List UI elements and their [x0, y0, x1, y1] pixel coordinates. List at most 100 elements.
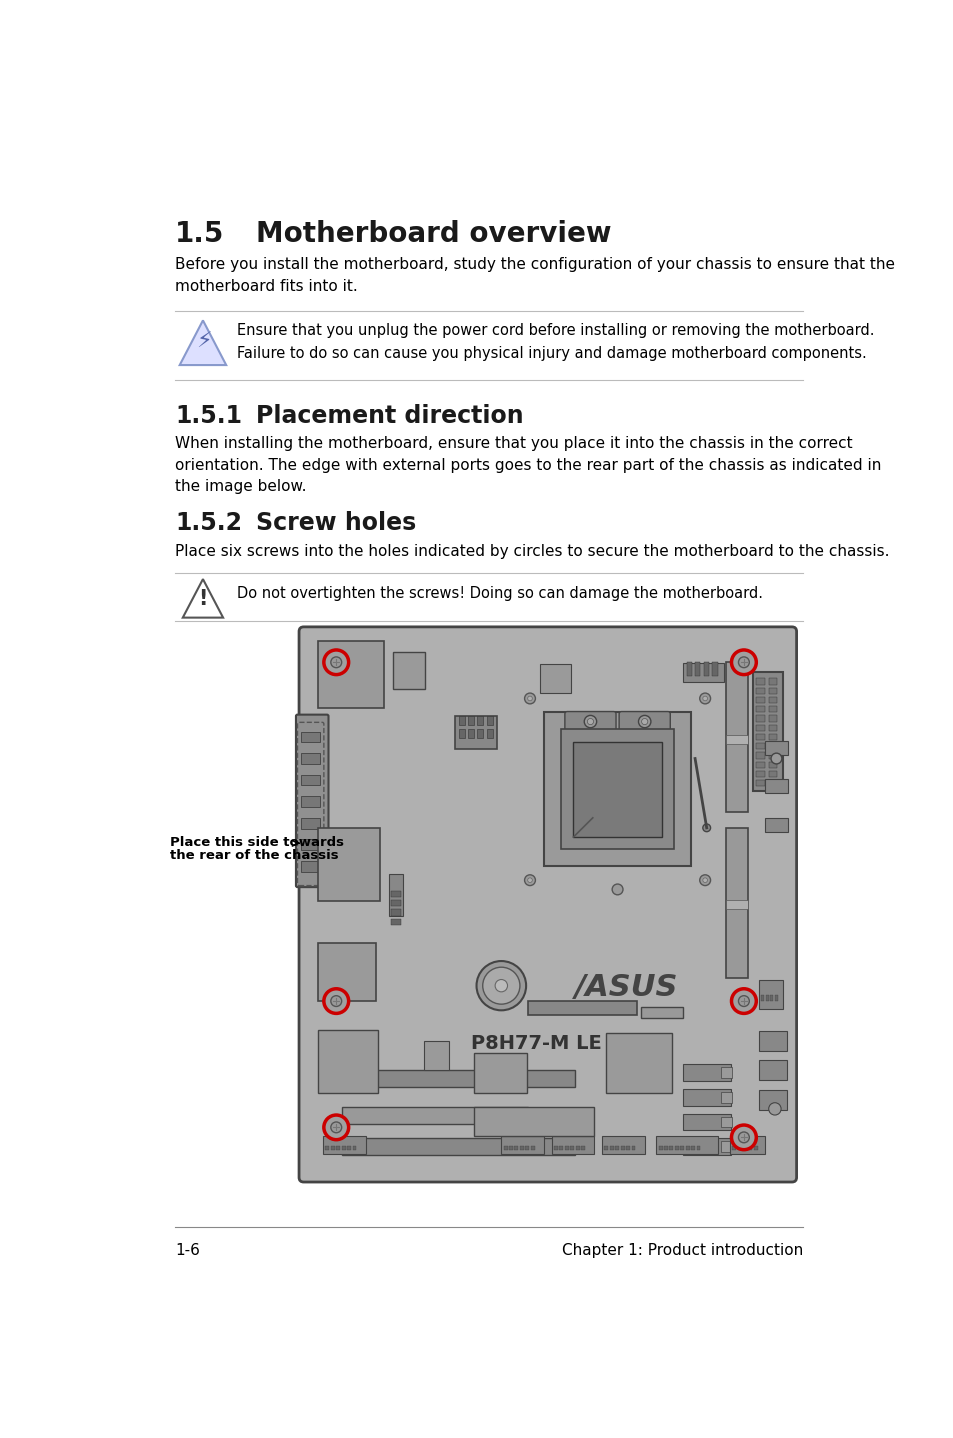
- Bar: [768, 762, 777, 768]
- Bar: [756, 697, 764, 703]
- Bar: [486, 716, 493, 725]
- Bar: [573, 742, 661, 837]
- Bar: [301, 861, 319, 871]
- Bar: [729, 1136, 764, 1155]
- Text: Screw holes: Screw holes: [256, 512, 416, 535]
- Bar: [756, 725, 764, 731]
- Bar: [682, 1113, 731, 1130]
- Bar: [580, 1146, 584, 1150]
- Bar: [468, 716, 474, 725]
- Text: Before you install the motherboard, study the configuration of your chassis to e: Before you install the motherboard, stud…: [174, 257, 894, 293]
- Circle shape: [638, 716, 650, 728]
- Text: Ensure that you unplug the power cord before installing or removing the motherbo: Ensure that you unplug the power cord be…: [236, 324, 874, 361]
- Text: Placement direction: Placement direction: [256, 404, 523, 427]
- Circle shape: [738, 657, 748, 667]
- Text: 1.5: 1.5: [174, 220, 224, 249]
- Bar: [737, 1146, 740, 1150]
- Bar: [732, 1146, 736, 1150]
- Circle shape: [612, 884, 622, 894]
- Bar: [458, 729, 464, 738]
- Bar: [656, 1136, 718, 1155]
- Bar: [509, 1146, 513, 1150]
- Circle shape: [641, 719, 647, 725]
- Bar: [486, 729, 493, 738]
- Text: Place six screws into the holes indicated by circles to secure the motherboard t: Place six screws into the holes indicate…: [174, 544, 888, 559]
- Bar: [615, 1146, 618, 1150]
- Bar: [725, 735, 747, 743]
- Bar: [768, 771, 777, 777]
- Bar: [760, 995, 763, 1001]
- Bar: [720, 1067, 731, 1078]
- Text: Do not overtighten the screws! Doing so can damage the motherboard.: Do not overtighten the screws! Doing so …: [236, 587, 762, 601]
- Circle shape: [738, 995, 748, 1007]
- Bar: [768, 743, 777, 749]
- Bar: [601, 1136, 644, 1155]
- Bar: [759, 1060, 786, 1080]
- Bar: [658, 1146, 661, 1150]
- Bar: [609, 1146, 613, 1150]
- Bar: [564, 1146, 568, 1150]
- Text: /ASUS: /ASUS: [575, 972, 678, 1002]
- Circle shape: [331, 995, 341, 1007]
- Text: the rear of the chassis: the rear of the chassis: [170, 848, 338, 861]
- Bar: [768, 716, 777, 722]
- Bar: [551, 1136, 594, 1155]
- Bar: [720, 1091, 731, 1103]
- Bar: [742, 1146, 746, 1150]
- Circle shape: [323, 649, 349, 676]
- Bar: [503, 1146, 507, 1150]
- Bar: [468, 729, 474, 738]
- Bar: [686, 663, 691, 676]
- Bar: [317, 943, 375, 1001]
- Bar: [558, 1146, 562, 1150]
- Bar: [769, 995, 773, 1001]
- Circle shape: [476, 961, 525, 1011]
- Bar: [640, 1007, 682, 1018]
- Bar: [341, 1146, 345, 1150]
- Circle shape: [323, 1114, 349, 1140]
- Text: 1-6: 1-6: [174, 1242, 200, 1258]
- Circle shape: [527, 696, 532, 700]
- Circle shape: [702, 877, 707, 883]
- Bar: [301, 818, 319, 828]
- Text: !: !: [198, 590, 208, 610]
- Circle shape: [524, 874, 535, 886]
- Bar: [570, 1146, 574, 1150]
- Bar: [756, 743, 764, 749]
- Bar: [301, 754, 319, 764]
- Bar: [423, 1041, 448, 1070]
- Bar: [685, 1146, 689, 1150]
- Bar: [695, 663, 700, 676]
- Bar: [342, 1107, 528, 1125]
- FancyBboxPatch shape: [618, 712, 670, 732]
- Bar: [756, 716, 764, 722]
- Bar: [455, 716, 497, 749]
- Bar: [696, 1146, 700, 1150]
- Bar: [756, 762, 764, 768]
- Bar: [669, 1146, 673, 1150]
- Bar: [768, 706, 777, 712]
- Bar: [391, 892, 400, 897]
- Bar: [301, 732, 319, 742]
- Bar: [756, 687, 764, 695]
- Circle shape: [331, 657, 341, 667]
- Circle shape: [331, 1122, 341, 1133]
- Bar: [317, 828, 379, 902]
- Bar: [525, 1146, 529, 1150]
- Bar: [759, 1090, 786, 1110]
- Circle shape: [583, 716, 596, 728]
- Bar: [301, 775, 319, 785]
- Bar: [604, 1146, 608, 1150]
- Bar: [768, 679, 777, 684]
- Bar: [759, 979, 781, 1009]
- Bar: [554, 1146, 558, 1150]
- Bar: [748, 1146, 752, 1150]
- Bar: [768, 779, 777, 787]
- Circle shape: [770, 754, 781, 764]
- Bar: [625, 1146, 629, 1150]
- Polygon shape: [183, 580, 223, 617]
- Bar: [317, 641, 383, 709]
- Text: ⚡: ⚡: [195, 332, 212, 352]
- Bar: [519, 1146, 523, 1150]
- Circle shape: [702, 696, 707, 700]
